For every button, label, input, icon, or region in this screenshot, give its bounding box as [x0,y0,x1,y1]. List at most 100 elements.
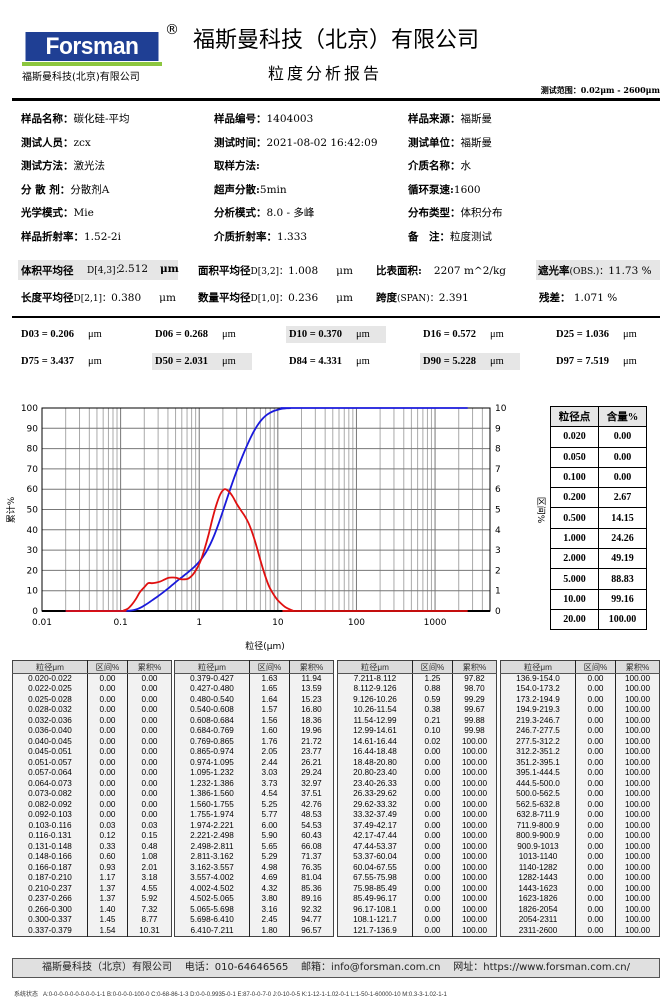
distribution-cell: 100.00 [461,736,488,746]
distribution-row: 0.103-0.116 0.03 0.03 [13,820,172,831]
distribution-cell: 3.73 [249,778,290,789]
distribution-row: 277.5-312.2 0.00 100.00 [501,736,660,747]
distribution-cell: 100.00 [461,778,488,788]
distribution-cell: 100.00 [461,810,488,820]
distribution-cell: 42.17-47.44 [353,831,397,841]
distribution-cell: 11.54-12.99 [353,715,397,725]
distribution-cell: 4.55 [141,883,158,893]
info-field: 测试方法：激光法 [21,158,105,173]
distribution-cell: 100.00 [461,852,488,862]
info-label: 测试人员： [21,136,74,149]
d-value-unit: μm [489,329,504,340]
distribution-row: 2.498-2.811 5.65 66.08 [175,841,334,852]
footer-web-link[interactable]: https://www.forsman.com.cn/ [483,962,630,973]
stat-d43-unit: μm [160,263,179,275]
distribution-cell: 4.502-5.065 [190,894,234,904]
distribution-cell: 23.40-26.33 [353,778,397,788]
d-value-label: D06 = 0.268 [155,329,208,340]
info-value: 2021-08-02 16:42:09 [266,136,378,149]
distribution-header: 区间% [249,660,290,674]
distribution-cell: 0.00 [87,747,128,758]
distribution-row: 395.1-444.5 0.00 100.00 [501,768,660,779]
distribution-row: 1.386-1.560 4.54 37.51 [175,789,334,800]
distribution-cell: 5.698-6.410 [190,915,234,925]
distribution-cell: 1.25 [412,673,453,684]
points-row: 1.000 24.26 [550,527,647,550]
d-value-label: D75 = 3.437 [21,356,74,367]
distribution-cell: 1.37 [87,894,128,905]
distribution-row: 0.025-0.028 0.00 0.00 [13,694,172,705]
distribution-cell: 0.00 [141,736,158,746]
distribution-row: 42.17-47.44 0.00 100.00 [338,831,497,842]
distribution-table: 粒径μm 区间% 累积% 0.020-0.022 0.00 0.00 0.022-0.025… [12,660,172,937]
distribution-cell: 100.00 [461,747,488,757]
distribution-row: 0.540-0.608 1.57 16.80 [175,705,334,716]
distribution-cell: 500.0-562.5 [516,789,560,799]
footer-email[interactable]: info@forsman.com.cn [331,962,441,973]
distribution-cell: 6.410-7.211 [190,925,234,935]
distribution-cell: 0.057-0.064 [28,768,72,778]
distribution-cell: 0.00 [412,852,453,863]
info-field: 备 注：粒度测试 [408,229,492,244]
distribution-cell: 0.116-0.131 [28,831,72,841]
distribution-row: 1.095-1.232 3.03 29.24 [175,768,334,779]
distribution-cell: 5.25 [249,799,290,810]
distribution-cell: 71.37 [301,852,322,862]
info-label: 循环泵速: [408,183,454,196]
distribution-cell: 81.04 [301,873,322,883]
y2-tick-label: 1 [495,587,501,597]
stat-d10m-unit: μm [336,292,353,304]
footer-company: 福斯曼科技（北京）有限公司 [42,962,173,973]
distribution-cell: 0.00 [412,757,453,768]
points-content: 0.00 [598,426,647,448]
d-value-label: D50 = 2.031 [155,356,208,367]
distribution-cell: 1.37 [87,883,128,894]
distribution-cell: 0.00 [141,778,158,788]
distribution-row: 1282-1443 0.00 100.00 [501,873,660,884]
info-field: 光学模式：Mie [21,205,94,220]
points-size: 0.020 [550,426,599,448]
points-size: 0.500 [550,507,599,529]
distribution-cell: 0.00 [141,768,158,778]
distribution-cell: 0.00 [412,810,453,821]
distribution-cell: 5.29 [249,852,290,863]
distribution-row: 16.44-18.48 0.00 100.00 [338,747,497,758]
stat-d10-number: 数量平均径D[1,0]：0.236 μm [198,290,353,305]
distribution-cell: 0.48 [141,841,158,851]
distribution-row: 60.04-67.55 0.00 100.00 [338,862,497,873]
distribution-cell: 18.36 [301,715,322,725]
distribution-cell: 100.00 [624,789,651,799]
info-value: zcx [73,136,91,149]
distribution-cell: 100.00 [461,925,488,935]
info-field: 介质折射率：1.333 [214,229,307,244]
distribution-cell: 10.26-11.54 [353,705,397,715]
stat-residual-label: 残差： [539,292,571,304]
distribution-cell: 0.00 [575,789,616,800]
distribution-row: 1443-1623 0.00 100.00 [501,883,660,894]
y-tick-label: 50 [27,506,39,516]
distribution-cell: 0.10 [412,726,453,737]
distribution-row: 0.608-0.684 1.56 18.36 [175,715,334,726]
distribution-cell: 0.00 [575,894,616,905]
distribution-cell: 0.00 [87,757,128,768]
info-value: 体积分布 [460,207,503,219]
distribution-row: 7.211-8.112 1.25 97.82 [338,673,497,684]
distribution-header: 粒径μm [500,660,576,674]
distribution-cell: 0.300-0.337 [28,915,72,925]
distribution-cell: 1.60 [249,726,290,737]
distribution-cell: 0.00 [575,904,616,915]
info-value: 分散剂A [70,183,110,196]
distribution-cell: 47.44-53.37 [353,841,397,851]
distribution-cell: 1013-1140 [518,852,558,862]
distribution-cell: 99.88 [464,715,485,725]
d-value-unit: μm [622,356,637,367]
distribution-cell: 0.480-0.540 [190,694,234,704]
distribution-cell: 3.03 [249,768,290,779]
d-value-label: D90 = 5.228 [423,356,476,367]
info-label: 介质名称： [408,160,461,172]
info-field: 循环泵速:1600 [408,182,481,197]
distribution-cell: 11.94 [301,674,322,683]
distribution-row: 0.187-0.210 1.17 3.18 [13,873,172,884]
distribution-cell: 0.00 [575,862,616,873]
distribution-cell: 0.337-0.379 [28,925,72,935]
